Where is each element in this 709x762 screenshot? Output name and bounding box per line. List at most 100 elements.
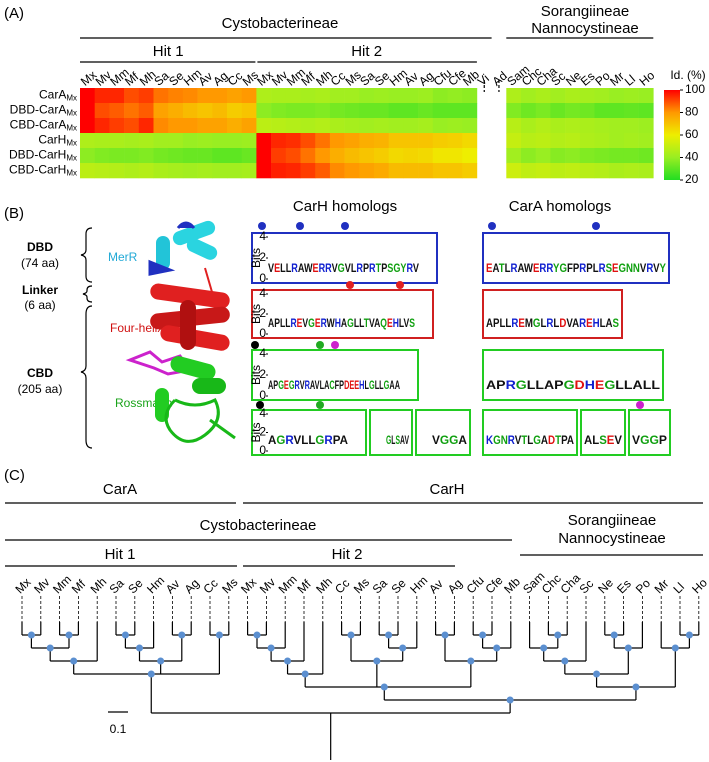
heat-cell (521, 103, 536, 119)
heat-cell (447, 118, 463, 134)
heat-cell (609, 103, 625, 119)
leaf-label: Ms (351, 575, 372, 596)
heat-cell (109, 133, 125, 149)
heat-cell (256, 103, 272, 119)
site-dot (341, 222, 349, 230)
heat-cell (579, 163, 595, 179)
heat-cell (227, 163, 242, 179)
heat-cell (432, 118, 448, 134)
row-label: CarAMx (39, 88, 77, 103)
heat-cell (256, 148, 272, 164)
helix (170, 356, 216, 380)
site-dot (592, 222, 600, 230)
heat-cell (109, 88, 125, 104)
colorbar (664, 90, 680, 180)
node-dot (632, 683, 640, 691)
logo-sequence: A PR G LLA PG D H EG LLA LL (486, 378, 660, 392)
motif-label: Four-helix (110, 321, 163, 335)
heat-cell (315, 103, 331, 119)
heat-cell (550, 103, 566, 119)
heat-cell (138, 163, 154, 179)
heat-cell (506, 133, 522, 149)
row-subscript: Mx (66, 109, 77, 118)
heat-cell (197, 103, 213, 119)
site-dot (256, 401, 264, 409)
row-name: CBD-CarA (10, 118, 67, 132)
heat-cell (403, 133, 419, 149)
heat-cell (418, 163, 434, 179)
heat-cell (182, 88, 198, 104)
bits-tick-label: 0 (259, 388, 266, 402)
heat-cell (256, 88, 272, 104)
heat-cell (329, 148, 345, 164)
node-dot (65, 631, 73, 639)
bits-tick-label: 4 (259, 406, 266, 420)
helix (186, 238, 218, 260)
heat-cell (594, 148, 610, 164)
row-name: DBD-CarA (10, 103, 67, 117)
heat-cell (80, 133, 95, 149)
heat-cell (374, 133, 389, 149)
motif-label: MerR (108, 250, 138, 264)
row-name: CarA (39, 88, 66, 102)
leaf-label: Es (614, 577, 634, 597)
heat-cell (227, 118, 242, 134)
row-label: CBD-CarAMx (10, 118, 77, 133)
heat-cell (388, 118, 404, 134)
heat-cell (271, 118, 287, 134)
brace (82, 285, 93, 303)
heat-cell (403, 103, 419, 119)
heat-cell (638, 118, 654, 134)
heat-cell (506, 148, 522, 164)
helix (172, 220, 216, 246)
logo-box (251, 232, 438, 284)
heat-cell (315, 163, 331, 179)
heat-cell (638, 148, 654, 164)
heat-cell (565, 163, 581, 179)
bits-label: Bits (249, 248, 263, 268)
row-name: DBD-CarH (9, 148, 66, 162)
heat-cell (94, 163, 110, 179)
heat-cell (197, 148, 213, 164)
row-label: CBD-CarHMx (9, 163, 77, 178)
node-dot (284, 657, 292, 665)
heat-cell (374, 118, 389, 134)
heat-cell (579, 118, 595, 134)
strand (148, 221, 196, 276)
logo-title: CarH homologs (293, 198, 397, 215)
heat-cell (447, 163, 463, 179)
scale-label: 0.1 (110, 722, 127, 736)
heat-cell (462, 133, 478, 149)
heat-cell (212, 133, 228, 149)
heat-cell (300, 118, 316, 134)
row-subscript: Mx (66, 139, 77, 148)
colorbar-tick-label: 20 (685, 172, 699, 186)
node-dot (121, 631, 129, 639)
heat-cell (124, 88, 140, 104)
heat-cell (256, 133, 272, 149)
column-label: Mr (607, 69, 627, 89)
heat-cell (182, 103, 198, 119)
heat-cell (638, 88, 654, 104)
group-label: Cystobacterineae (222, 15, 339, 32)
heat-cell (506, 118, 522, 134)
heat-cell (80, 163, 95, 179)
heat-cell (153, 88, 169, 104)
hit-label: Hit 1 (153, 43, 184, 60)
heat-cell (462, 163, 478, 179)
heat-cell (329, 88, 345, 104)
heat-cell (565, 88, 581, 104)
bits-label: Bits (249, 365, 263, 385)
heat-cell (271, 88, 287, 104)
colorbar-label: Id. (%) (670, 68, 705, 82)
column-label: Ll (622, 72, 638, 89)
heat-cell (94, 118, 110, 134)
heat-cell (315, 118, 331, 134)
heat-cell (638, 163, 654, 179)
heat-cell (212, 148, 228, 164)
heat-cell (212, 103, 228, 119)
heat-cell (285, 103, 301, 119)
leaf-label: Mx (12, 575, 33, 596)
group-label: Sorangiineae (568, 512, 656, 529)
